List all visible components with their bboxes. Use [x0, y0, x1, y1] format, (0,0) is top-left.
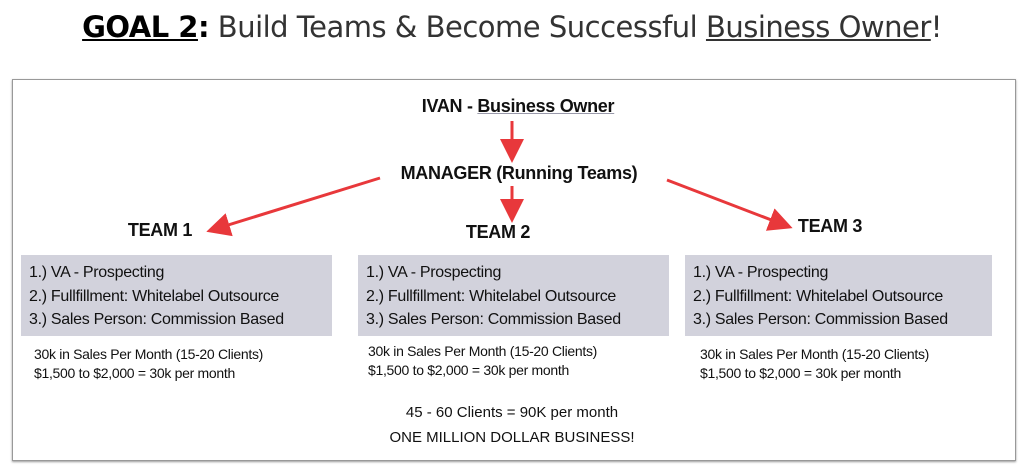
summary-clients: 45 - 60 Clients = 90K per month — [405, 404, 619, 421]
team3-price: $1,500 to $2,000 = 30k per month — [700, 365, 901, 381]
team3-metrics: 30k in Sales Per Month (15-20 Clients) $… — [700, 345, 929, 383]
arrow-manager-team3 — [666, 178, 793, 231]
team1-label: TEAM 1 — [127, 220, 193, 240]
team1-item: 2.) Fullfillment: Whitelabel Outsource — [29, 287, 280, 305]
team1-item: 3.) Sales Person: Commission Based — [29, 311, 284, 328]
manager-node: MANAGER (Running Teams) — [400, 163, 638, 183]
team1-item: 1.) VA - Prospecting — [29, 264, 165, 281]
team3-item: 2.) Fullfillment: Whitelabel Outsource — [693, 287, 944, 305]
team3-box: 1.) VA - Prospecting 2.) Fullfillment: W… — [685, 255, 992, 336]
diagram-frame — [12, 79, 1016, 461]
team2-item: 1.) VA - Prospecting — [366, 264, 502, 281]
owner-role: Business Owner — [477, 96, 615, 116]
team1-metrics: 30k in Sales Per Month (15-20 Clients) $… — [34, 345, 263, 383]
goal-label: GOAL 2 — [82, 10, 198, 44]
summary: 45 - 60 Clients = 90K per month ONE MILL… — [0, 400, 1024, 450]
title-underlined: Business Owner — [705, 10, 931, 44]
team2-box: 1.) VA - Prospecting 2.) Fullfillment: W… — [358, 255, 669, 336]
team3-sales: 30k in Sales Per Month (15-20 Clients) — [700, 346, 930, 362]
goal-sep: : — [197, 10, 210, 44]
title-end: ! — [930, 10, 943, 44]
title-text: Build Teams & Become Successful — [209, 10, 706, 44]
team2-item: 3.) Sales Person: Commission Based — [366, 311, 621, 328]
page-title: GOAL 2: Build Teams & Become Successful … — [0, 10, 1024, 44]
owner-name: IVAN - — [421, 96, 478, 116]
team1-box: 1.) VA - Prospecting 2.) Fullfillment: W… — [21, 255, 332, 336]
team3-item: 1.) VA - Prospecting — [693, 264, 829, 281]
team1-sales: 30k in Sales Per Month (15-20 Clients) — [34, 346, 264, 362]
team1-price: $1,500 to $2,000 = 30k per month — [34, 365, 235, 381]
team2-price: $1,500 to $2,000 = 30k per month — [368, 362, 569, 378]
owner-node: IVAN - Business Owner — [421, 96, 615, 117]
summary-headline: ONE MILLION DOLLAR BUSINESS! — [389, 429, 635, 446]
team2-metrics: 30k in Sales Per Month (15-20 Clients) $… — [368, 342, 597, 380]
team2-label: TEAM 2 — [465, 222, 531, 242]
team2-item: 2.) Fullfillment: Whitelabel Outsource — [366, 287, 617, 305]
team3-label: TEAM 3 — [797, 216, 863, 236]
arrow-manager-team1 — [206, 176, 381, 237]
team3-item: 3.) Sales Person: Commission Based — [693, 311, 948, 328]
team2-sales: 30k in Sales Per Month (15-20 Clients) — [368, 343, 598, 359]
